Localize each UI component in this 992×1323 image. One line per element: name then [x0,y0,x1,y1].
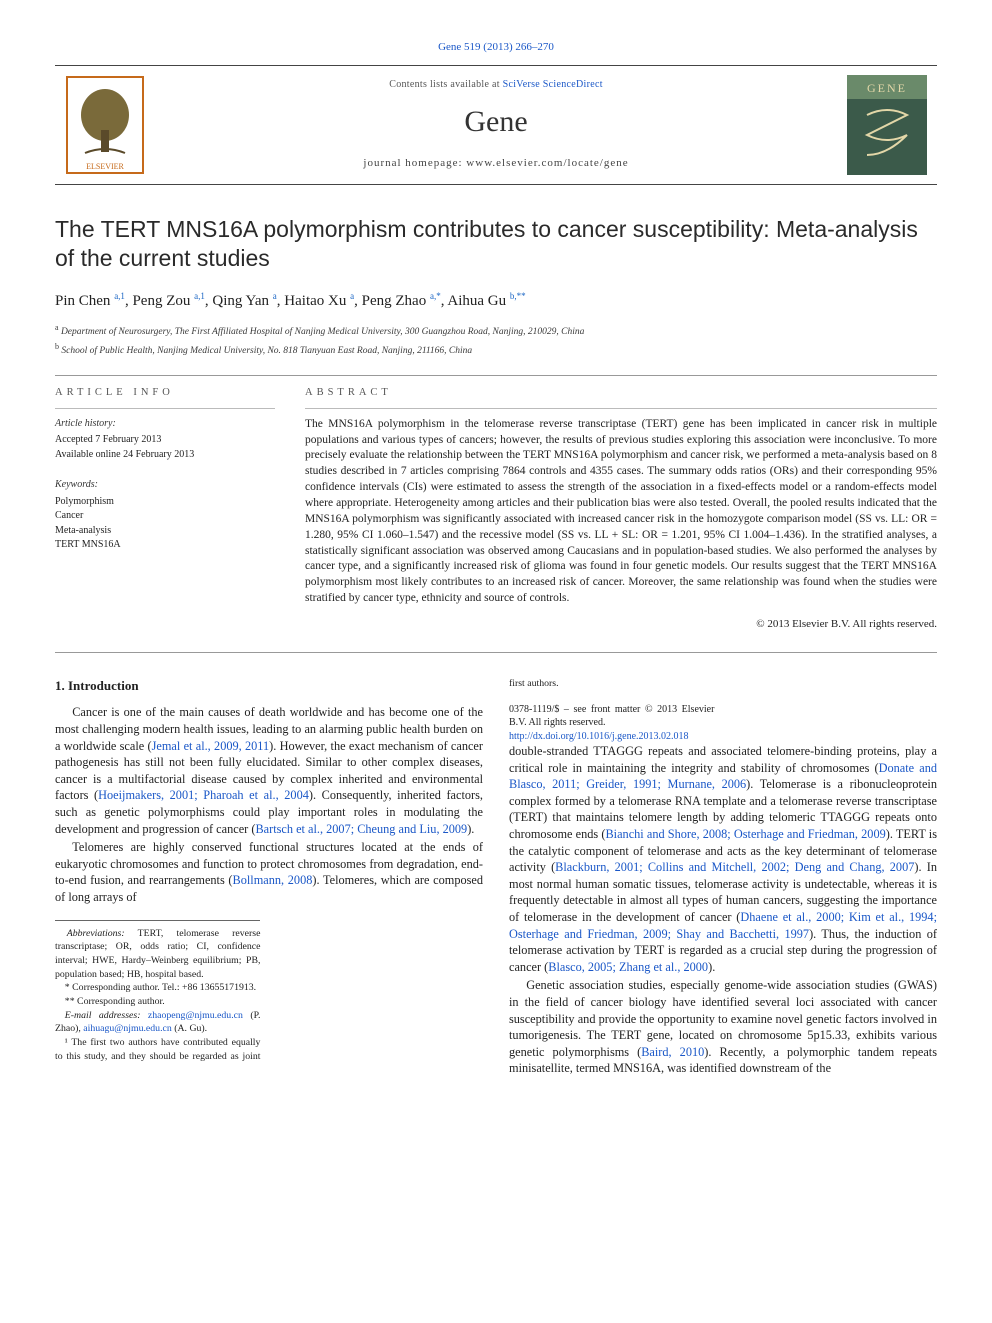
contents-available-line: Contents lists available at SciVerse Sci… [155,78,837,92]
sciencedirect-link[interactable]: SciVerse ScienceDirect [503,79,603,90]
body-paragraph: Cancer is one of the main causes of deat… [55,704,483,837]
body-paragraph: double-stranded TTAGGG repeats and assoc… [509,743,937,975]
section-rule [55,375,937,376]
body-paragraph: Telomeres are highly conserved functiona… [55,839,483,905]
author: Peng Zhao a,* [362,293,441,309]
article-title: The TERT MNS16A polymorphism contributes… [55,215,937,273]
citation-link[interactable]: Baird, 2010 [641,1045,704,1059]
gene-cover-icon: GENE [847,75,927,175]
history-line: Accepted 7 February 2013 [55,433,275,448]
article-history: Article history: Accepted 7 February 201… [55,417,275,463]
keyword: Cancer [55,509,275,524]
email-addresses: E-mail addresses: zhaopeng@njmu.edu.cn (… [55,1009,260,1036]
keyword: TERT MNS16A [55,538,275,553]
journal-cover-thumbnail: GENE [837,66,937,184]
author: Peng Zou a,1 [132,293,204,309]
keyword: Polymorphism [55,495,275,510]
affiliation: a Department of Neurosurgery, The First … [55,322,937,339]
citation-link[interactable]: Bianchi and Shore, 2008; Osterhage and F… [605,827,885,841]
email-link[interactable]: zhaopeng@njmu.edu.cn [148,1010,243,1021]
abstract-heading: abstract [305,386,937,400]
email-link[interactable]: aihuagu@njmu.edu.cn [83,1023,171,1034]
abbreviations: Abbreviations: TERT, telomerase reverse … [55,927,260,982]
doi-link[interactable]: http://dx.doi.org/10.1016/j.gene.2013.02… [509,730,714,744]
front-matter-meta: 0378-1119/$ – see front matter © 2013 El… [509,703,714,744]
affiliation: b School of Public Health, Nanjing Medic… [55,341,937,358]
section-rule [55,652,937,653]
author: Haitao Xu a [284,293,354,309]
header-citation: Gene 519 (2013) 266–270 [55,40,937,55]
body-paragraph: Genetic association studies, especially … [509,977,937,1077]
journal-masthead: ELSEVIER Contents lists available at Sci… [55,65,937,185]
keyword: Meta-analysis [55,524,275,539]
publisher-logo-elsevier: ELSEVIER [55,66,155,184]
corresponding-author-note: * Corresponding author. Tel.: +86 136551… [55,981,260,995]
subsection-rule [305,408,937,409]
citation-link[interactable]: Blackburn, 2001; Collins and Mitchell, 2… [555,860,914,874]
keywords-block: Keywords: Polymorphism Cancer Meta-analy… [55,478,275,553]
subsection-rule [55,408,275,409]
citation-link[interactable]: Bollmann, 2008 [233,873,313,887]
article-info-heading: article info [55,386,275,400]
keywords-label: Keywords: [55,478,275,493]
abstract-copyright: © 2013 Elsevier B.V. All rights reserved… [305,617,937,632]
journal-homepage[interactable]: journal homepage: www.elsevier.com/locat… [155,156,837,171]
issn-copyright-line: 0378-1119/$ – see front matter © 2013 El… [509,703,714,730]
corresponding-author-note: ** Corresponding author. [55,995,260,1009]
history-line: Available online 24 February 2013 [55,448,275,463]
contents-prefix: Contents lists available at [389,79,502,90]
citation-link[interactable]: Hoeijmakers, 2001; Pharoah et al., 2004 [98,788,309,802]
svg-text:ELSEVIER: ELSEVIER [86,162,124,171]
journal-name: Gene [155,102,837,143]
author-list: Pin Chen a,1, Peng Zou a,1, Qing Yan a, … [55,290,937,311]
history-label: Article history: [55,417,275,432]
author: Pin Chen a,1 [55,293,125,309]
author: Qing Yan a [212,293,276,309]
author: Aihua Gu b,** [447,293,525,309]
elsevier-tree-icon: ELSEVIER [65,75,145,175]
abstract-text: The MNS16A polymorphism in the telomeras… [305,417,937,607]
citation-link[interactable]: Blasco, 2005; Zhang et al., 2000 [548,960,708,974]
svg-text:GENE: GENE [867,81,907,95]
citation-link[interactable]: Jemal et al., 2009, 2011 [152,739,270,753]
body-two-column: 1. Introduction Cancer is one of the mai… [55,677,937,1077]
section-heading-introduction: 1. Introduction [55,677,483,695]
citation-link[interactable]: Bartsch et al., 2007; Cheung and Liu, 20… [255,822,467,836]
